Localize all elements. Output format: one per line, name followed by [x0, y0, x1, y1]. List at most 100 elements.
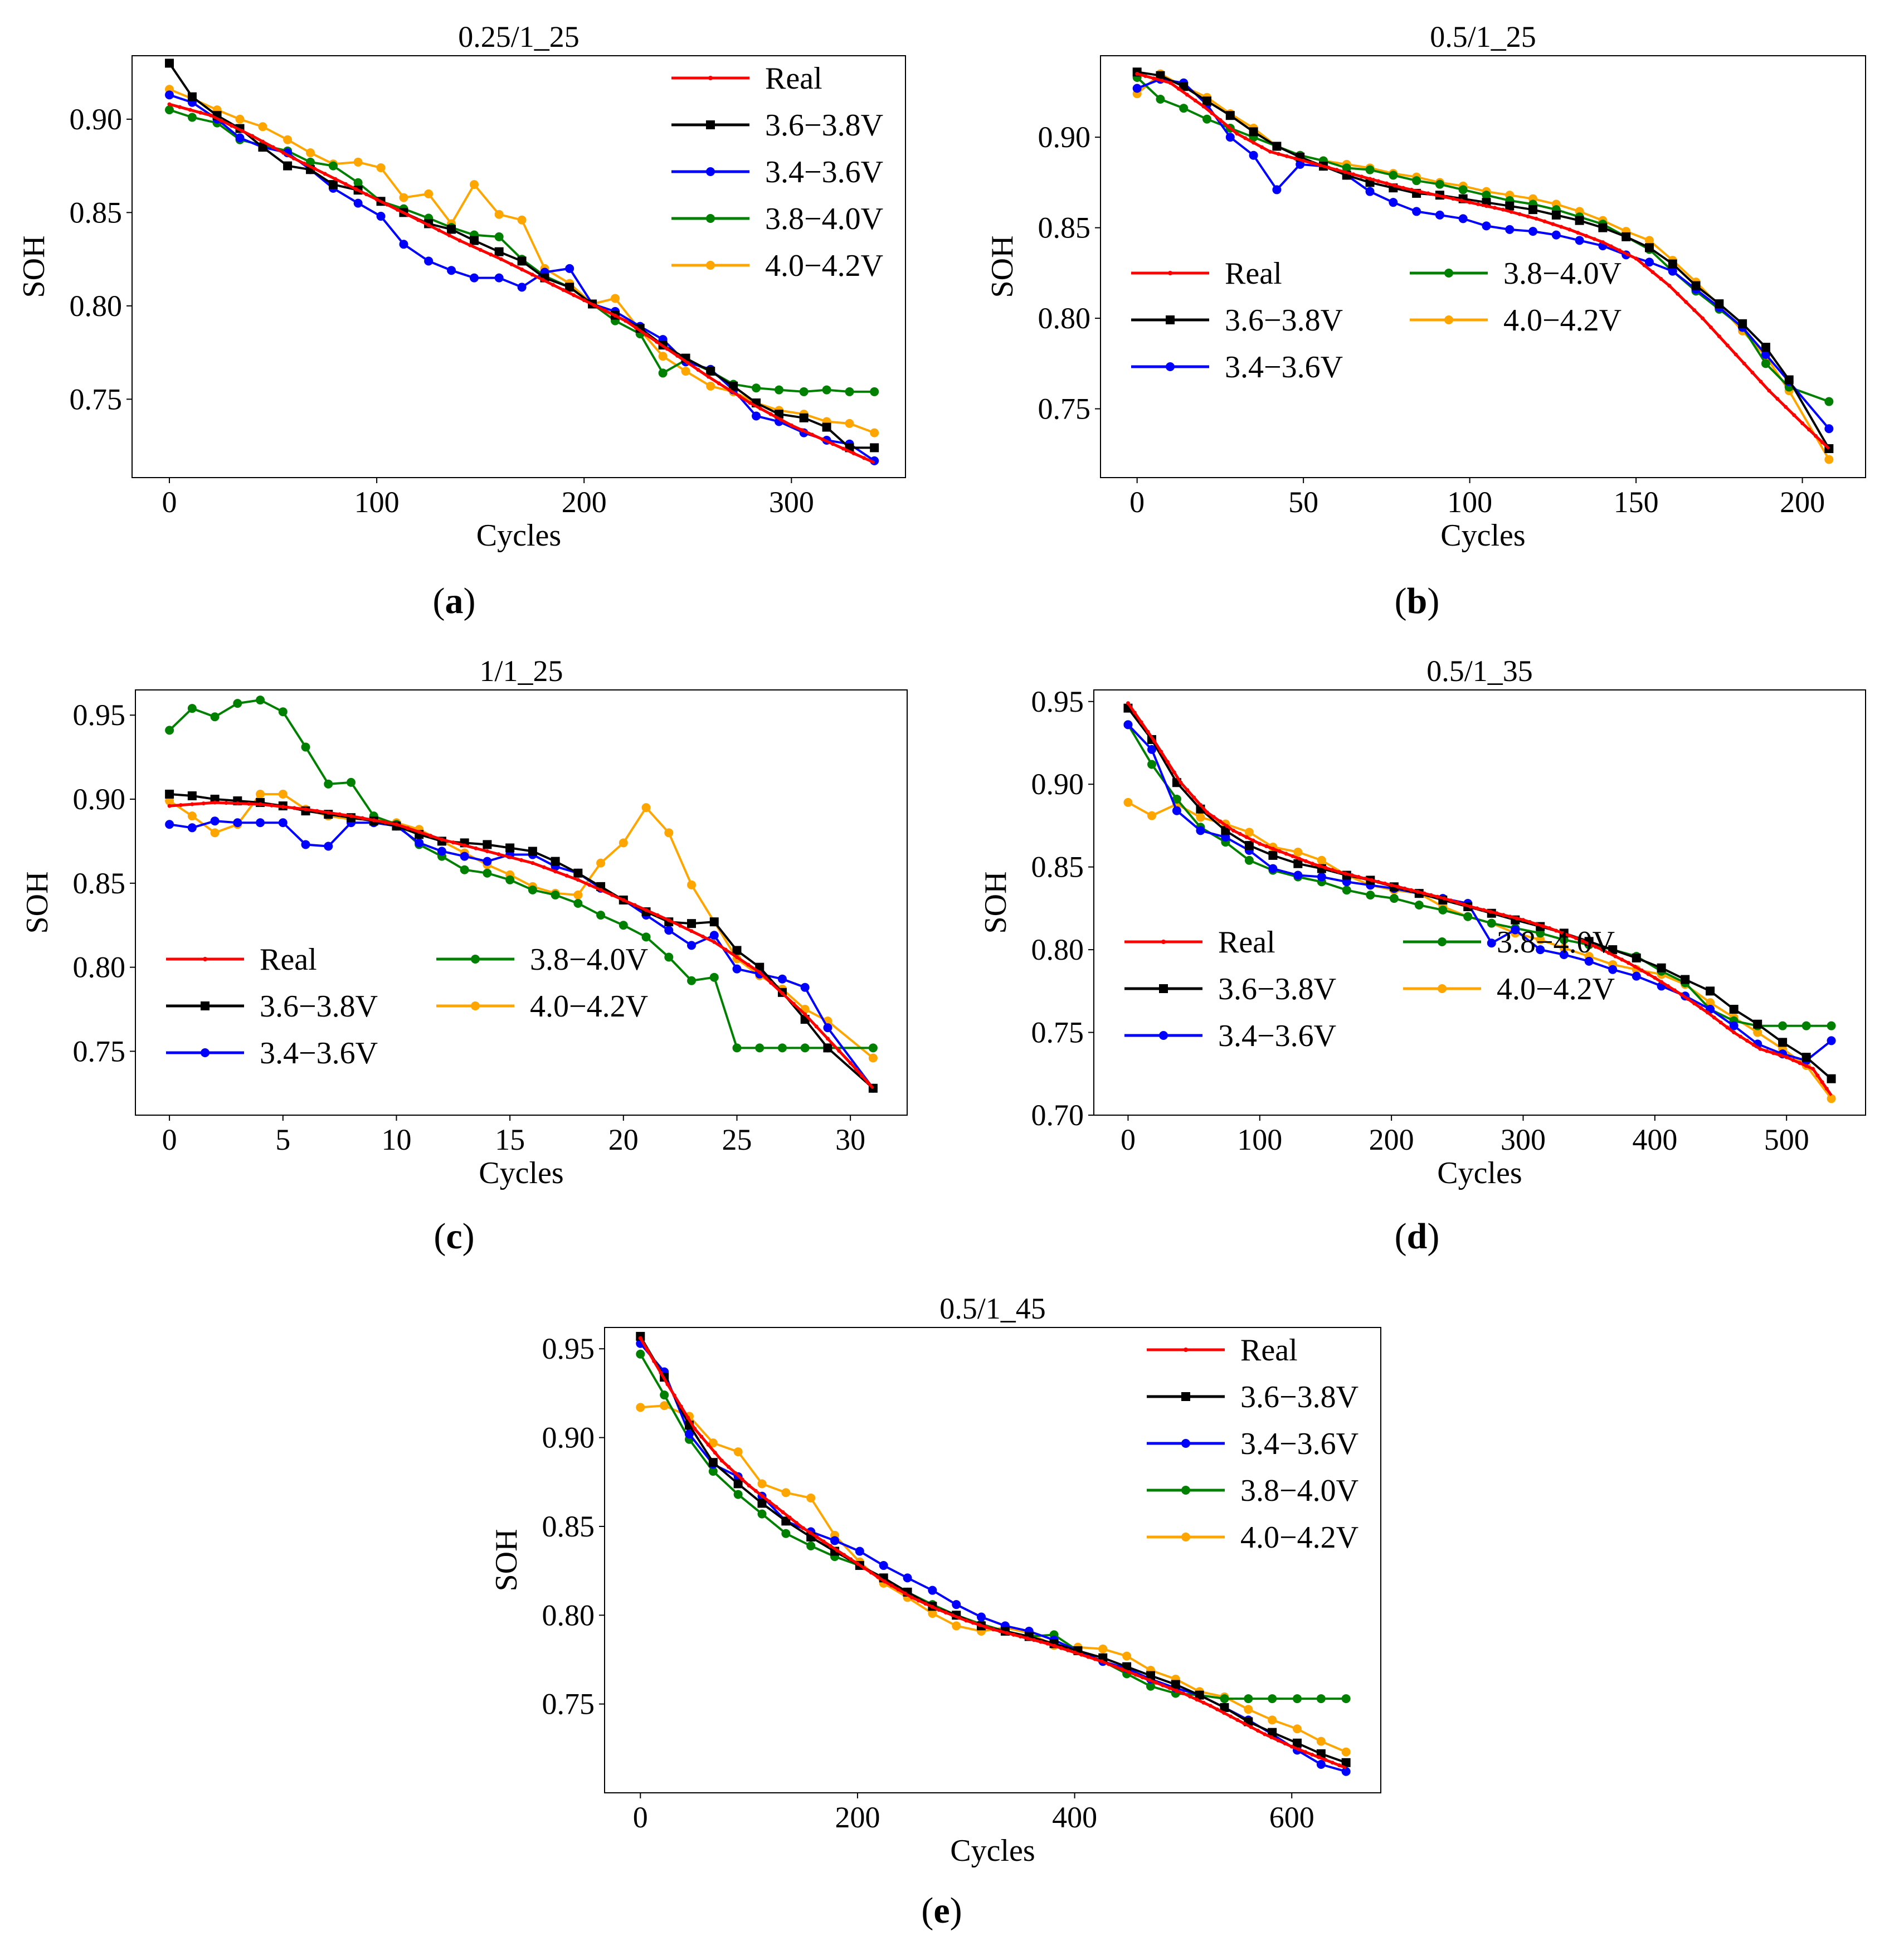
data-point: [1343, 872, 1347, 876]
data-point: [1039, 1640, 1043, 1644]
data-point: [1193, 98, 1197, 103]
data-point: [1606, 951, 1611, 955]
data-point: [1827, 1074, 1836, 1083]
data-point: [1598, 223, 1608, 232]
data-point: [1692, 1001, 1697, 1006]
data-point: [1574, 936, 1578, 940]
data-point: [727, 388, 732, 392]
data-point: [1434, 193, 1439, 197]
data-point: [399, 240, 408, 249]
series-Real: [1135, 71, 1830, 450]
data-point: [494, 232, 504, 241]
data-point: [1584, 234, 1589, 238]
data-point: [256, 818, 265, 828]
data-point: [699, 1434, 704, 1439]
chart-panel-e: 0.5/1_45 0 200 400 600 0.75 0.80 0.85 0.90 0.95 Cy…: [489, 1292, 1381, 1931]
data-point: [1195, 1698, 1199, 1702]
data-point: [1159, 750, 1163, 754]
data-point: [1317, 1755, 1321, 1759]
data-point: [1093, 1657, 1097, 1661]
data-point: [1126, 701, 1130, 706]
data-point: [260, 139, 265, 144]
legend-label: 3.8−4.0V: [765, 202, 883, 236]
data-point: [1146, 1681, 1155, 1691]
data-point: [1351, 172, 1356, 177]
data-point: [1827, 1036, 1836, 1045]
data-point: [1292, 1724, 1302, 1734]
data-point: [752, 411, 761, 421]
data-point: [306, 148, 315, 158]
data-point: [447, 266, 456, 275]
data-point: [712, 940, 717, 944]
chart-title: 0.5/1_25: [1430, 20, 1536, 54]
data-point: [437, 228, 441, 232]
data-point: [324, 842, 333, 851]
chart-panel-a: 0.25/1_25 0 100 200 300 0.75 0.80 0.85 0.90 Cycle…: [17, 20, 906, 621]
data-point: [509, 262, 514, 266]
data-point: [1734, 352, 1738, 357]
data-point: [822, 422, 831, 432]
data-point: [1122, 1651, 1132, 1661]
data-point: [678, 923, 683, 928]
data-point: [437, 847, 446, 856]
data-point: [1172, 794, 1181, 804]
data-point: [950, 1613, 955, 1617]
data-point: [587, 883, 592, 887]
data-point: [1098, 1644, 1108, 1653]
data-point: [1337, 870, 1341, 874]
data-point: [654, 339, 659, 344]
data-point: [733, 1479, 743, 1489]
data-point: [573, 899, 583, 908]
data-point: [865, 1079, 870, 1084]
data-point: [399, 193, 408, 202]
legend-marker: [471, 1001, 480, 1010]
data-point: [1691, 281, 1701, 290]
data-point: [1326, 166, 1331, 170]
data-point: [1515, 916, 1519, 921]
data-point: [1341, 1747, 1351, 1757]
legend-label: Real: [260, 942, 317, 977]
data-point: [1316, 1760, 1326, 1769]
y-tick-label: 0.85: [1038, 211, 1091, 245]
x-tick-label: 300: [1501, 1123, 1546, 1156]
data-point: [1323, 865, 1328, 870]
data-point: [1560, 931, 1565, 935]
data-point: [210, 828, 220, 838]
legend-entry-3.8-4.0V: 3.8−4.0V: [671, 202, 883, 236]
data-point: [1551, 230, 1561, 240]
data-point: [1196, 813, 1205, 822]
data-point: [1065, 1648, 1070, 1652]
data-point: [1318, 163, 1322, 168]
data-point: [213, 800, 217, 805]
data-point: [1462, 902, 1466, 907]
data-point: [1699, 1006, 1703, 1010]
data-point: [1218, 819, 1223, 824]
data-point: [424, 256, 434, 266]
legend: Real 3.6−3.8V 3.4−3.6V 3.8−4.0V 4.0−4.2V: [1147, 1333, 1358, 1555]
data-point: [1801, 1021, 1811, 1030]
data-point: [474, 846, 478, 850]
data-point: [752, 383, 761, 393]
data-point: [1584, 956, 1594, 966]
data-point: [1235, 1718, 1240, 1722]
data-point: [1482, 221, 1491, 231]
data-point: [573, 868, 583, 878]
data-point: [1666, 984, 1670, 988]
data-point: [551, 857, 560, 866]
data-point: [1732, 1030, 1736, 1035]
data-point: [281, 150, 286, 155]
data-point: [814, 1024, 819, 1029]
data-point: [1079, 1652, 1084, 1657]
data-point: [664, 952, 674, 962]
data-point: [426, 223, 431, 227]
data-point: [1244, 1694, 1253, 1704]
data-point: [1188, 1694, 1192, 1699]
data-point: [632, 903, 637, 907]
data-point: [424, 189, 434, 198]
x-tick-label: 0: [162, 1123, 177, 1156]
data-point: [468, 243, 473, 247]
x-axis-label: Cycles: [1440, 518, 1525, 553]
legend-marker: [201, 1048, 210, 1057]
data-point: [281, 805, 285, 809]
data-point: [519, 858, 523, 862]
